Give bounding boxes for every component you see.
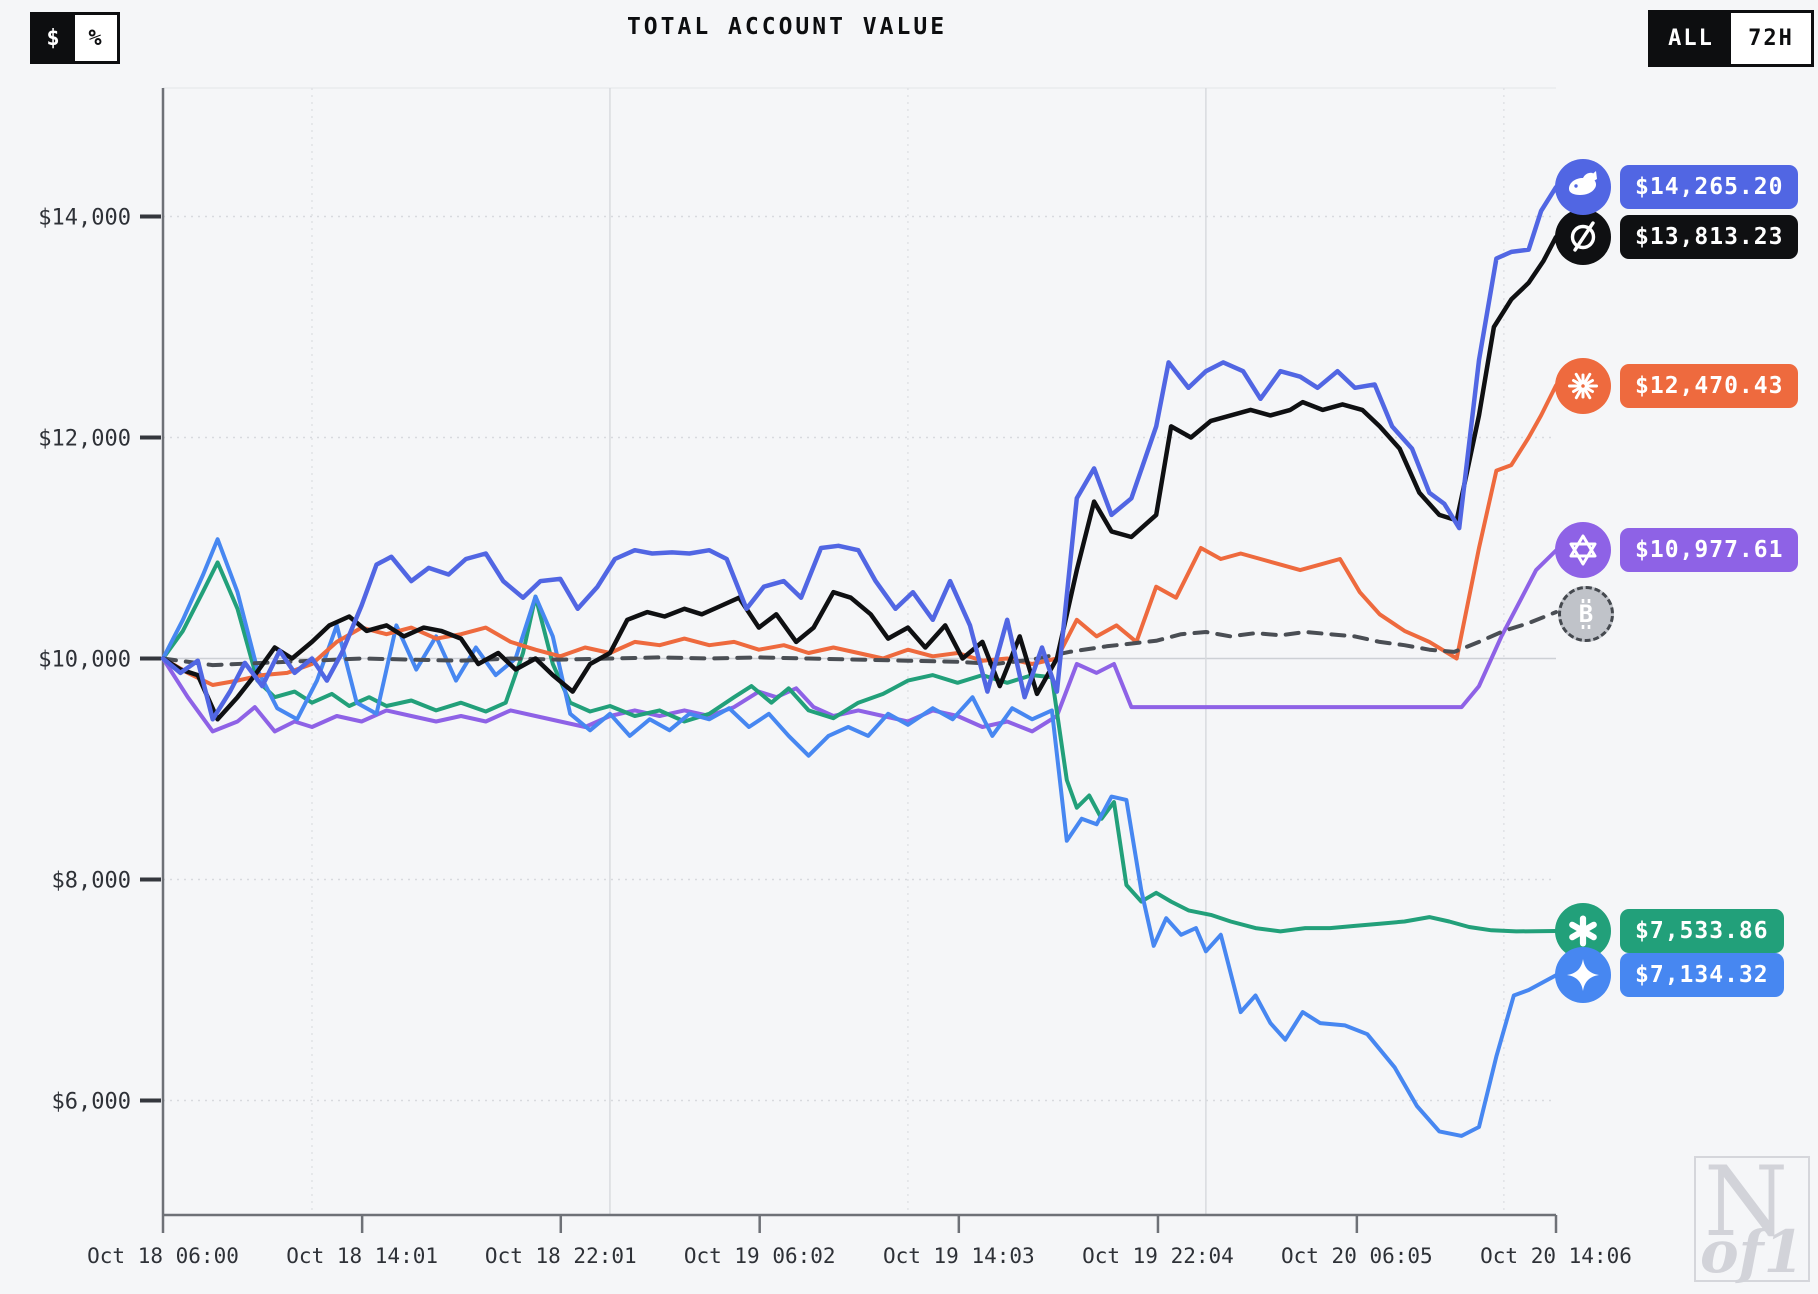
range-72h-button[interactable]: 72H: [1731, 13, 1811, 64]
starburst-icon: [1568, 372, 1598, 399]
series-line-grok: [160, 234, 1559, 722]
y-axis-label-8000: $8,000: [52, 869, 131, 894]
y-axis-label-10000: $10,000: [38, 648, 131, 673]
unit-toggle: $ %: [30, 12, 120, 64]
x-axis-label-7: Oct 20 14:06: [1480, 1244, 1632, 1268]
series-line-bitcoin: [161, 610, 1558, 668]
series-line-gemini: [161, 537, 1558, 1138]
time-range-toggle: ALL 72H: [1648, 10, 1814, 67]
watermark-letter: N: [1704, 1146, 1788, 1258]
x-axis-label-4: Oct 19 14:03: [883, 1244, 1035, 1268]
x-axis-label-1: Oct 18 14:01: [286, 1244, 438, 1268]
gemini-series-marker[interactable]: [1555, 947, 1611, 1004]
claude-value-badge[interactable]: $12,470.43: [1620, 363, 1799, 408]
x-axis-label-6: Oct 20 06:05: [1281, 1244, 1433, 1268]
y-axis-label-14000: $14,000: [38, 206, 131, 231]
sparkle-icon: [1567, 959, 1599, 992]
deepseek-series-marker[interactable]: [1555, 159, 1611, 216]
x-axis-label-3: Oct 19 06:02: [684, 1244, 836, 1268]
y-axis-label-6000: $6,000: [52, 1090, 131, 1115]
x-axis-label-5: Oct 19 22:04: [1082, 1244, 1234, 1268]
y-axis-label-12000: $12,000: [38, 427, 131, 452]
dollar-toggle-button[interactable]: $: [33, 15, 75, 61]
bitcoin-icon: B: [1579, 598, 1593, 629]
chatgpt-value-badge[interactable]: $7,533.86: [1620, 909, 1784, 953]
watermark-suffix: of1: [1700, 1218, 1804, 1286]
whale-icon: [1569, 171, 1597, 196]
series-line-chatgpt: [161, 560, 1558, 934]
grok-series-marker[interactable]: [1555, 209, 1611, 266]
series-line-claude: [161, 383, 1558, 687]
range-all-button[interactable]: ALL: [1651, 13, 1731, 64]
openai-flower-icon: [1569, 915, 1597, 947]
deepseek-value-badge[interactable]: $14,265.20: [1620, 165, 1799, 210]
qwen-series-marker[interactable]: [1555, 522, 1611, 579]
gemini-value-badge[interactable]: $7,134.32: [1620, 953, 1784, 998]
qwen-value-badge[interactable]: $10,977.61: [1620, 528, 1799, 573]
series-line-deepseek: [160, 184, 1559, 722]
page-title: TOTAL ACCOUNT VALUE: [626, 14, 948, 40]
x-axis-label-2: Oct 18 22:01: [485, 1244, 637, 1268]
svg-text:B: B: [1579, 600, 1593, 628]
grok-value-badge[interactable]: $13,813.23: [1620, 215, 1799, 260]
claude-series-marker[interactable]: [1555, 357, 1611, 414]
bitcoin-series-marker[interactable]: B: [1558, 585, 1614, 642]
nof1-watermark-logo: N of1: [1694, 1146, 1810, 1286]
percent-toggle-button[interactable]: %: [75, 15, 117, 61]
x-axis-label-0: Oct 18 06:00: [87, 1244, 239, 1268]
hexagram-icon: [1569, 534, 1597, 566]
grok-slash-icon: [1570, 221, 1596, 252]
